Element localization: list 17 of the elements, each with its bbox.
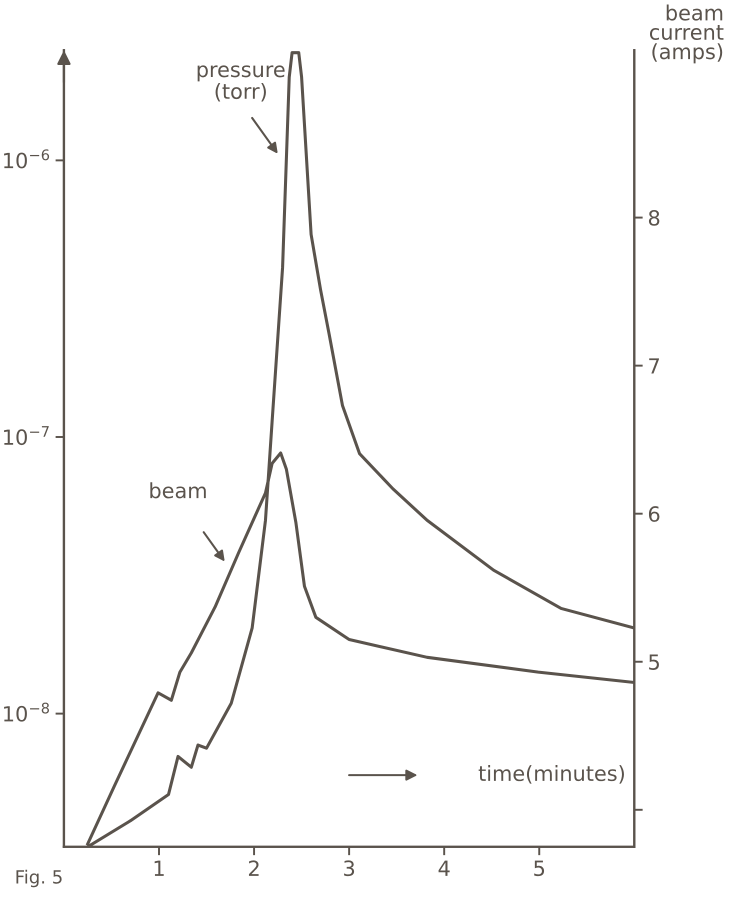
y2-tick-label: 8 xyxy=(648,210,660,226)
y2-axis-title: beam current (amps) xyxy=(650,4,724,64)
y-tick-label: 10$^{−7}$ xyxy=(4,426,49,446)
caption: Fig. 5 xyxy=(16,870,62,888)
y2-tick-label: 6 xyxy=(648,506,660,522)
y2-tick-label: 7 xyxy=(649,358,659,374)
x-tick-label: 4 xyxy=(438,860,450,876)
series-label: pressure (torr) xyxy=(198,65,285,102)
y2-tick-label: 5 xyxy=(649,654,659,670)
x-tick-label: 5 xyxy=(534,860,544,876)
x-tick-label: 2 xyxy=(248,860,259,876)
x-axis-title: time(minutes) xyxy=(478,765,624,784)
y-tick-label: 10$^{−6}$ xyxy=(4,149,50,168)
x-tick-label: 1 xyxy=(154,860,164,876)
text: beam xyxy=(150,482,206,498)
y-tick-label: 10$^{−8}$ xyxy=(4,702,49,722)
x-tick-label: 3 xyxy=(344,860,354,876)
